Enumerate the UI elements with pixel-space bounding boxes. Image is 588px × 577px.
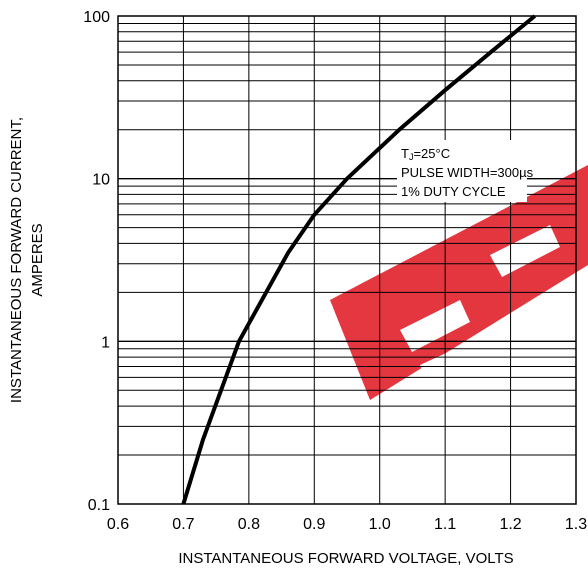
annotation-tj-value: =25°C: [413, 146, 450, 161]
annotation-tj-subscript: J: [409, 152, 414, 162]
x-tick-label: 0.6: [107, 516, 129, 533]
y-axis-label-line-2: AMPERES: [29, 223, 46, 296]
y-axis-label-line-1: INSTANTANEOUS FORWARD CURRENT,: [8, 117, 25, 403]
x-tick-label: 1.3: [565, 516, 587, 533]
annotation-tj: TJ=25°C: [401, 146, 450, 162]
x-tick-label: 1.0: [369, 516, 391, 533]
y-tick-label: 1: [101, 334, 110, 351]
annotation-duty-cycle: 1% DUTY CYCLE: [401, 184, 506, 199]
annotation-pulse-width: PULSE WIDTH=300µs: [401, 165, 534, 180]
x-tick-label: 1.1: [434, 516, 456, 533]
y-axis-label: INSTANTANEOUS FORWARD CURRENT, AMPERES: [8, 117, 46, 403]
annotation-box: TJ=25°C PULSE WIDTH=300µs 1% DUTY CYCLE: [397, 140, 534, 202]
x-tick-label: 0.9: [303, 516, 325, 533]
series-layer: [181, 14, 537, 505]
y-tick-labels: 0.1 1 10 100: [83, 9, 110, 514]
chart-grid: [118, 16, 576, 504]
series-line: [181, 14, 537, 505]
x-tick-labels: 0.6 0.7 0.8 0.9 1.0 1.1 1.2 1.3: [107, 516, 587, 533]
x-axis-label: INSTANTANEOUS FORWARD VOLTAGE, VOLTS: [178, 550, 513, 567]
x-tick-label: 0.8: [238, 516, 260, 533]
y-tick-label: 0.1: [88, 497, 110, 514]
plot-frame: [117, 15, 577, 505]
x-tick-label: 1.2: [499, 516, 521, 533]
annotation-tj-prefix: T: [401, 146, 409, 161]
y-tick-label: 10: [92, 172, 110, 189]
y-tick-label: 100: [83, 9, 110, 26]
annotation-background: [397, 140, 527, 202]
x-tick-label: 0.7: [172, 516, 194, 533]
watermark-notch-3: [420, 342, 478, 383]
watermark-notch-1: [400, 300, 470, 352]
